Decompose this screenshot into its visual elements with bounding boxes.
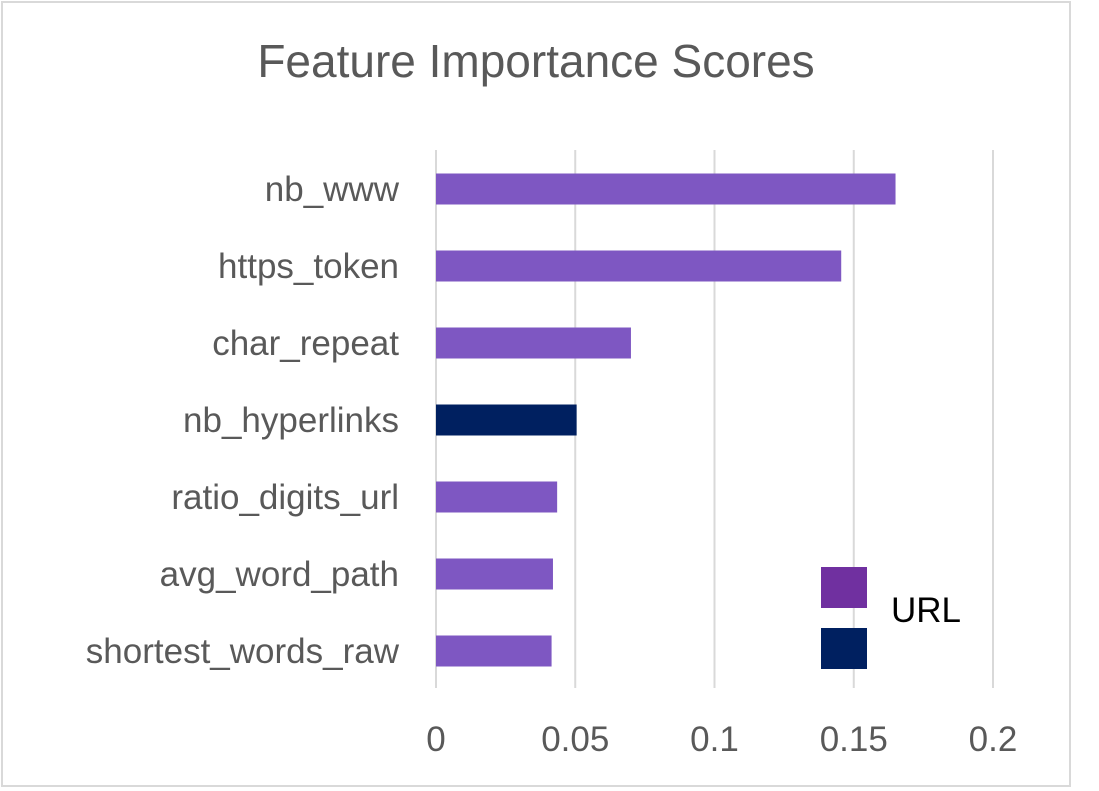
category-label: https_token bbox=[218, 247, 399, 286]
bar-ratio-digits-url bbox=[436, 481, 558, 513]
x-tick-labels: 0 0.05 0.1 0.15 0.2 bbox=[426, 720, 1017, 759]
legend-label: URL bbox=[891, 591, 961, 630]
legend-swatch bbox=[821, 567, 867, 608]
category-label: nb_www bbox=[265, 170, 400, 209]
category-label: avg_word_path bbox=[160, 555, 399, 594]
bar-nb-hyperlinks bbox=[436, 404, 577, 436]
x-tick-label: 0 bbox=[426, 720, 445, 759]
category-label: shortest_words_raw bbox=[86, 632, 400, 671]
bar-nb-www bbox=[436, 173, 896, 205]
category-label: ratio_digits_url bbox=[171, 478, 399, 517]
x-tick-label: 0.1 bbox=[690, 720, 739, 759]
legend-swatch bbox=[821, 628, 867, 669]
bar-https-token bbox=[436, 250, 842, 282]
x-tick-label: 0.2 bbox=[969, 720, 1018, 759]
chart-title: Feature Importance Scores bbox=[257, 35, 815, 87]
bar-avg-word-path bbox=[436, 558, 553, 590]
category-label: char_repeat bbox=[212, 324, 399, 363]
bars bbox=[436, 173, 896, 667]
bar-char-repeat bbox=[436, 327, 631, 359]
bar-shortest-words-raw bbox=[436, 635, 552, 667]
x-tick-label: 0.15 bbox=[820, 720, 888, 759]
legend: URL bbox=[821, 567, 961, 669]
category-label: nb_hyperlinks bbox=[183, 401, 399, 440]
x-tick-label: 0.05 bbox=[541, 720, 609, 759]
category-labels: nb_www https_token char_repeat nb_hyperlink… bbox=[86, 170, 400, 671]
